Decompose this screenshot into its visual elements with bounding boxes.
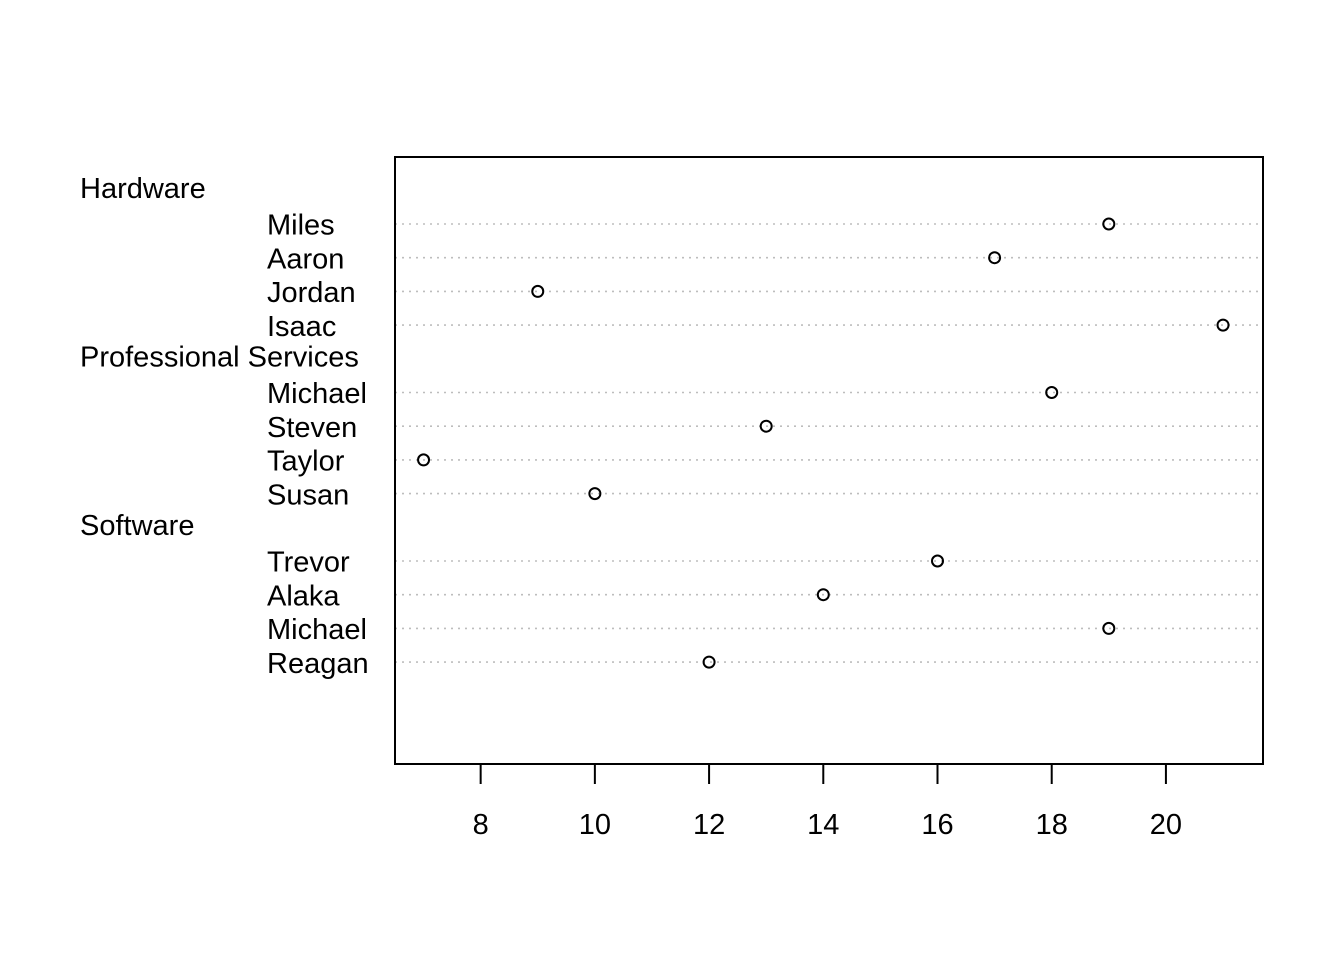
item-label: Jordan (267, 277, 356, 309)
x-tick-label: 14 (807, 809, 839, 841)
item-label: Trevor (267, 547, 350, 579)
data-point (1045, 386, 1059, 399)
item-label: Michael (267, 378, 367, 410)
x-tick-label: 20 (1150, 809, 1182, 841)
item-label: Susan (267, 479, 349, 511)
x-tick-label: 18 (1036, 809, 1068, 841)
points-layer (417, 217, 1230, 669)
data-point (1216, 318, 1230, 332)
data-point (588, 487, 602, 501)
item-label: Taylor (267, 446, 345, 478)
x-axis: 8 10 12 14 16 18 20 (473, 763, 1182, 841)
group-label: Professional Services (80, 341, 359, 373)
x-tick-label: 10 (579, 809, 611, 841)
data-point (759, 419, 773, 433)
labels-layer: Hardware MilesAaronJordanIsaacProfessiona… (80, 173, 369, 680)
item-label: Reagan (267, 648, 369, 680)
data-point (417, 453, 431, 467)
x-tick-label: 12 (693, 809, 725, 841)
item-label: Michael (267, 614, 367, 646)
group-label: Software (80, 510, 194, 542)
x-tick-label: 16 (921, 809, 953, 841)
data-point (1102, 621, 1116, 635)
item-label: Alaka (267, 580, 340, 612)
item-label: Steven (267, 412, 357, 444)
data-point (816, 588, 830, 602)
item-label: Miles (267, 210, 335, 242)
data-point (1102, 217, 1116, 231)
item-label: Isaac (267, 311, 336, 343)
data-point (702, 655, 716, 669)
x-tick-label: 8 (473, 809, 489, 841)
data-point (988, 251, 1002, 265)
group-label: Hardware (80, 173, 206, 205)
item-label: Aaron (267, 243, 344, 275)
data-point (931, 554, 944, 568)
data-point (531, 284, 545, 298)
